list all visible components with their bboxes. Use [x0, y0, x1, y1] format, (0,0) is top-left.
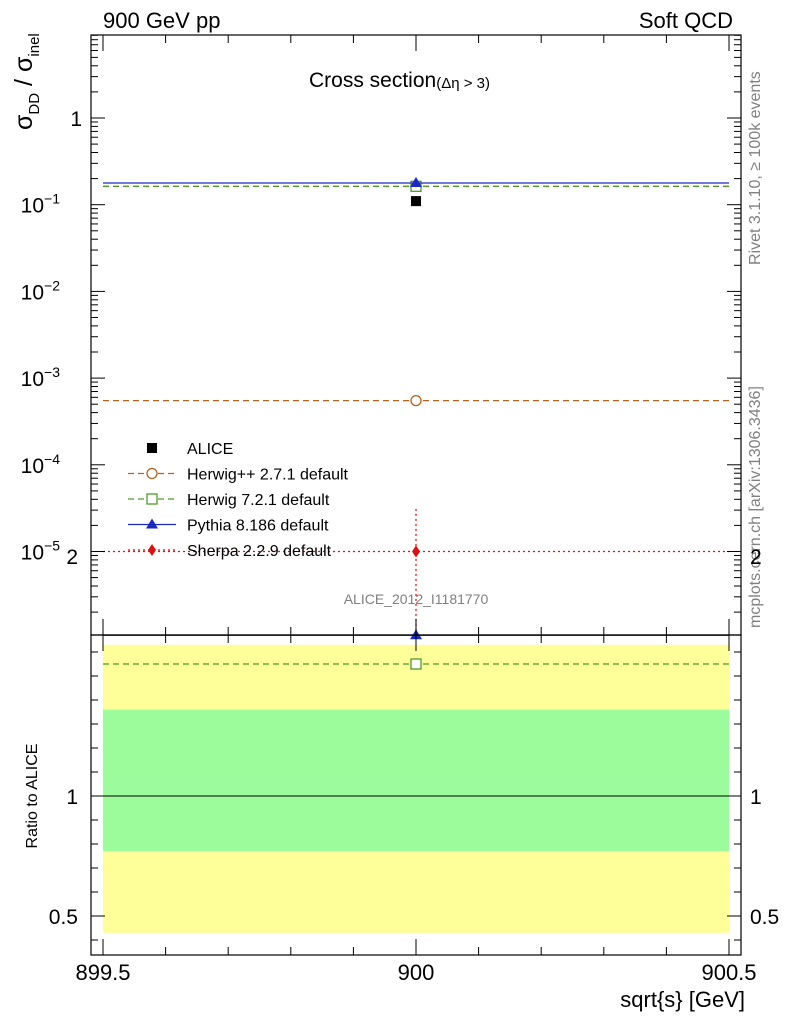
x-axis-label: sqrt{s} [GeV]: [620, 987, 745, 1012]
main-ytick-label: 10−5: [21, 538, 61, 565]
main-ytick-label-base: 10: [21, 542, 44, 565]
ratio-ytick-label-left: 1: [66, 786, 78, 809]
main-title-text: Cross section: [309, 69, 436, 92]
main-ytick-label-exp: −2: [44, 277, 60, 293]
main-title-cut: (Δη > 3): [436, 75, 490, 92]
ratio-ytick-label-right: 2: [750, 546, 762, 569]
x-tick-label: 899.5: [75, 960, 130, 985]
ratio-series-0-marker: [410, 658, 422, 670]
x-tick-label: 900.5: [701, 960, 756, 985]
legend-marker-2: [146, 493, 158, 505]
main-panel-content: [103, 176, 729, 635]
header-right: Soft QCD: [639, 8, 733, 33]
ratio-ytick-label-left: 0.5: [49, 906, 78, 929]
header-left: 900 GeV pp: [103, 8, 220, 33]
main-ytick-label: 10−4: [21, 451, 61, 478]
main-ytick-label-exp: −4: [44, 451, 60, 467]
legend-label-4: Sherpa 2.2.9 default: [187, 543, 332, 560]
legend-label-0: ALICE: [187, 441, 233, 458]
main-ytick-label: 10−2: [21, 277, 61, 304]
analysis-watermark: ALICE_2012_I1181770: [344, 591, 489, 607]
series-0-marker: [411, 196, 421, 207]
legend: ALICE Herwig++ 2.7.1 default Herwig 7.2.1 …: [128, 441, 349, 560]
ratio-ytick-label-right: 0.5: [750, 906, 779, 929]
main-ytick-label: 1: [70, 108, 82, 131]
mcplots-label: mcplots.cern.ch [arXiv:1306.3436]: [747, 386, 764, 628]
series-4-marker: [412, 545, 420, 558]
legend-label-2: Herwig 7.2.1 default: [187, 492, 330, 509]
x-tick-label: 900: [398, 960, 435, 985]
main-ytick-label: 10−3: [21, 364, 61, 391]
legend-marker-3: [146, 518, 158, 529]
main-ylabel: σDD / σinel: [10, 33, 43, 130]
legend-label-1: Herwig++ 2.7.1 default: [187, 467, 349, 484]
ratio-ylabel: Ratio to ALICE: [24, 744, 41, 849]
ratio-band-1: [103, 709, 729, 852]
ratio-ytick-label-left: 2: [66, 546, 78, 569]
main-ytick-label-base: 10: [21, 455, 44, 478]
main-ytick-label-base: 10: [21, 368, 44, 391]
main-ytick-label: 10−1: [21, 191, 61, 218]
main-title: Cross section(Δη > 3): [309, 69, 490, 92]
legend-marker-0: [147, 443, 157, 453]
series-3-marker: [410, 176, 422, 187]
main-ytick-label-exp: −1: [44, 191, 60, 207]
ratio-ytick-label-right: 1: [750, 786, 762, 809]
main-ytick-label-exp: −3: [44, 364, 60, 380]
ratio-bands: [103, 644, 729, 933]
series-1-marker: [410, 394, 422, 407]
main-ytick-label-base: 10: [21, 281, 44, 304]
legend-marker-1: [146, 467, 158, 480]
legend-marker-4: [148, 544, 156, 556]
rivet-version-label: Rivet 3.1.10, ≥ 100k events: [747, 71, 764, 265]
main-ytick-label-exp: −5: [44, 538, 60, 554]
legend-label-3: Pythia 8.186 default: [187, 518, 329, 535]
main-ytick-label-base: 10: [21, 195, 44, 218]
